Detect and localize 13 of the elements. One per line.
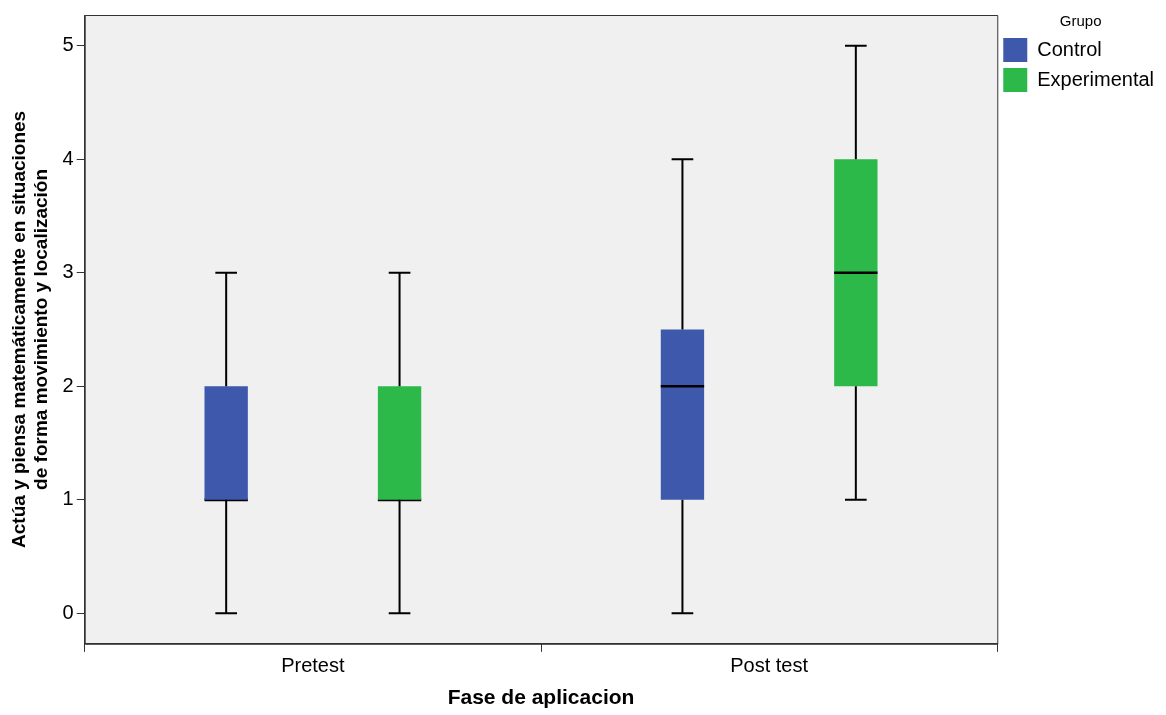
legend-title: Grupo	[1059, 11, 1102, 29]
y-tick-label: 1	[62, 487, 74, 510]
x-tick-label: Post test	[730, 654, 809, 677]
legend-label: Control	[1037, 37, 1102, 60]
y-tick-label: 3	[62, 260, 74, 283]
x-tick-label: Pretest	[281, 654, 345, 677]
y-tick-label: 0	[62, 600, 74, 623]
y-tick-label: 2	[62, 373, 74, 396]
y-tick-label: 5	[62, 33, 74, 56]
y-tick-label: 4	[62, 146, 74, 169]
legend-label: Experimental	[1037, 67, 1154, 90]
y-axis-title: Actúa y piensa matemáticamente en situaciones de forma movimiento y localización	[7, 110, 52, 548]
x-axis-title: Fase de aplicacion	[447, 685, 635, 709]
